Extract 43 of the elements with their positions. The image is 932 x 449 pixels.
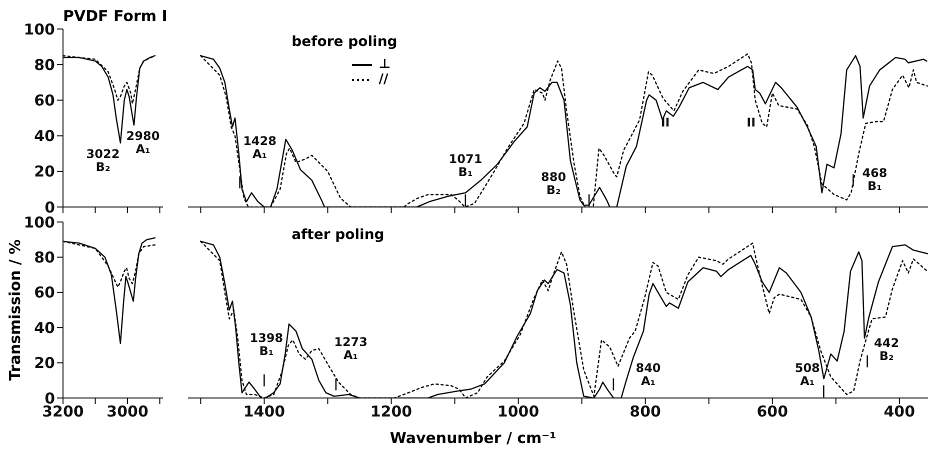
annotation: 840 A₁ — [636, 361, 661, 388]
y-tick-label: 100 — [24, 20, 55, 38]
annotation: 3022 B₂ — [86, 146, 120, 174]
annotation: 1071 B₁ — [448, 152, 482, 180]
y-tick-label: 80 — [34, 56, 55, 74]
y-tick-label: 20 — [34, 354, 55, 372]
annotation: | — [821, 383, 826, 398]
y-tick-label: 60 — [34, 284, 55, 302]
annotation: | — [611, 376, 616, 390]
y-tick-label: 40 — [34, 127, 55, 146]
annotation: 442 B₂ — [874, 336, 900, 364]
annotation: 1273 A₁ — [334, 334, 368, 362]
x-tick-label: 1000 — [497, 402, 540, 421]
annotation: 508 A₁ — [794, 361, 820, 388]
y-tick-label: 20 — [34, 162, 55, 181]
x-tick-label: 400 — [884, 402, 916, 421]
annotation: 1428 A₁ — [243, 134, 276, 162]
x-tick-label: 3000 — [106, 402, 148, 421]
annotation: 468 B₁ — [862, 166, 888, 194]
x-tick-label: 1200 — [370, 402, 412, 421]
y-tick-label: 60 — [34, 92, 55, 110]
annotation: | — [865, 354, 870, 368]
x-axis-title: Wavenumber / cm⁻¹ — [388, 429, 558, 447]
annotation: | — [334, 376, 338, 390]
chart-subtitle: after poling — [292, 227, 384, 243]
annotation: | — [238, 174, 242, 189]
x-tick-label: 3200 — [42, 402, 84, 421]
legend-label: ⊥ — [378, 57, 391, 72]
x-tick-label: 800 — [630, 402, 661, 421]
y-tick-label: 40 — [34, 318, 55, 337]
legend-label: // — [378, 72, 388, 87]
x-tick-label: 600 — [756, 402, 788, 421]
chart-title: PVDF Form I — [63, 7, 168, 25]
annotation: II — [746, 116, 756, 130]
annotation: | — [262, 372, 266, 387]
annotation: 2980 A₁ — [126, 128, 160, 156]
y-axis-title: Transmission / % — [5, 238, 25, 383]
annotation: 880 B₂ — [541, 170, 566, 197]
y-tick-label: 80 — [34, 248, 55, 267]
annotation: | — [463, 192, 468, 206]
chart-subtitle: before poling — [292, 34, 398, 50]
x-tick-label: 1400 — [243, 402, 286, 421]
annotation: 1398 B₁ — [250, 331, 284, 358]
